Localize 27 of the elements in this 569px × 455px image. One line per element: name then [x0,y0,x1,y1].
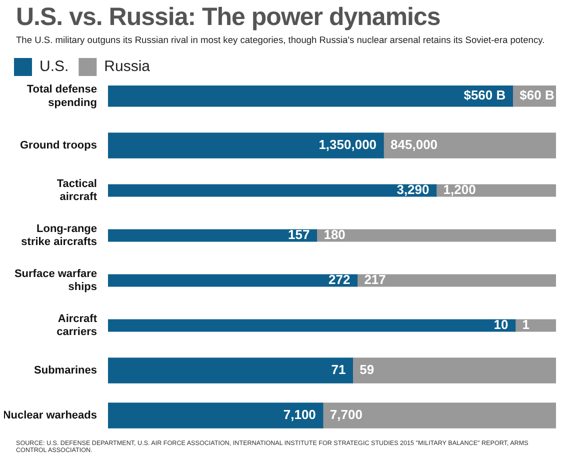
legend-label: U.S. [40,58,69,76]
legend-label: Russia [104,58,151,76]
y-tick-label: Long-range strike aircrafts [21,222,97,248]
data-label: 272 [328,272,350,288]
data-label: 59 [360,362,374,378]
data-label: 1,200 [443,182,476,198]
data-label: $60 B [520,88,554,103]
y-tick-label: Ground troops [20,140,97,152]
data-label: 157 [288,227,310,242]
y-tick-label: Submarines [34,364,97,377]
data-label: $560 B [464,88,506,103]
data-label: 10 [494,317,508,332]
y-tick-label: Surface warfare ships [14,268,97,294]
data-label: 71 [331,362,346,378]
y-tick-label: Tactical aircraft [56,178,98,204]
chart-subtitle: The U.S. military outguns its Russian rival in most key categories, though Russia's nuclear arsenal retains its Soviet-era potency. [16,34,546,47]
data-label: 845,000 [390,137,438,152]
data-label: 7,700 [330,407,362,422]
data-label: 1,350,000 [318,137,377,152]
data-label: 1 [522,317,530,332]
y-tick-label: Aircraft carriers [56,312,98,338]
data-label: 3,290 [396,182,430,198]
y-tick-label: Total defense spending [26,84,97,109]
data-label: 7,100 [283,407,316,422]
data-label: 180 [324,227,346,242]
chart-title: U.S. vs. Russia: The power dynamics [16,2,442,32]
data-label: 217 [364,272,386,288]
